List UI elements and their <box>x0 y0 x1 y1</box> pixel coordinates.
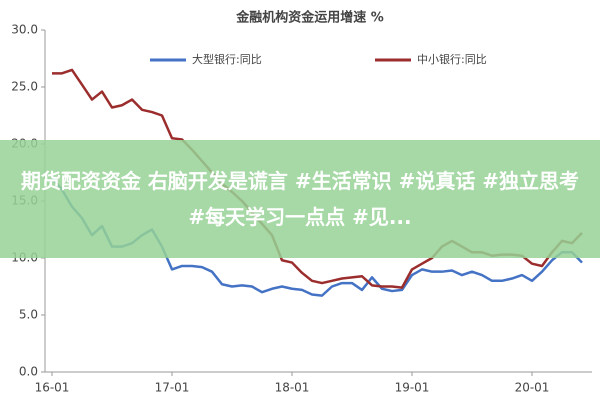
y-tick-label: 5.0 <box>19 308 38 322</box>
x-tick-label: 18-01 <box>275 381 310 395</box>
y-tick-label: 30.0 <box>11 23 38 37</box>
x-tick-label: 20-01 <box>515 381 550 395</box>
x-tick-label: 19-01 <box>395 381 430 395</box>
chart-title: 金融机构资金运用增速 % <box>235 10 384 26</box>
y-tick-label: 25.0 <box>11 80 38 94</box>
legend-label: 大型银行:同比 <box>192 52 262 66</box>
x-tick-label: 16-01 <box>35 381 70 395</box>
legend-label: 中小银行:同比 <box>417 52 487 66</box>
y-tick-label: 0.0 <box>19 365 38 379</box>
x-tick-label: 17-01 <box>155 381 190 395</box>
overlay-banner: 期货配资资金 右脑开发是谎言 #生活常识 #说真话 #独立思考 #每天学习一点点… <box>0 140 600 258</box>
